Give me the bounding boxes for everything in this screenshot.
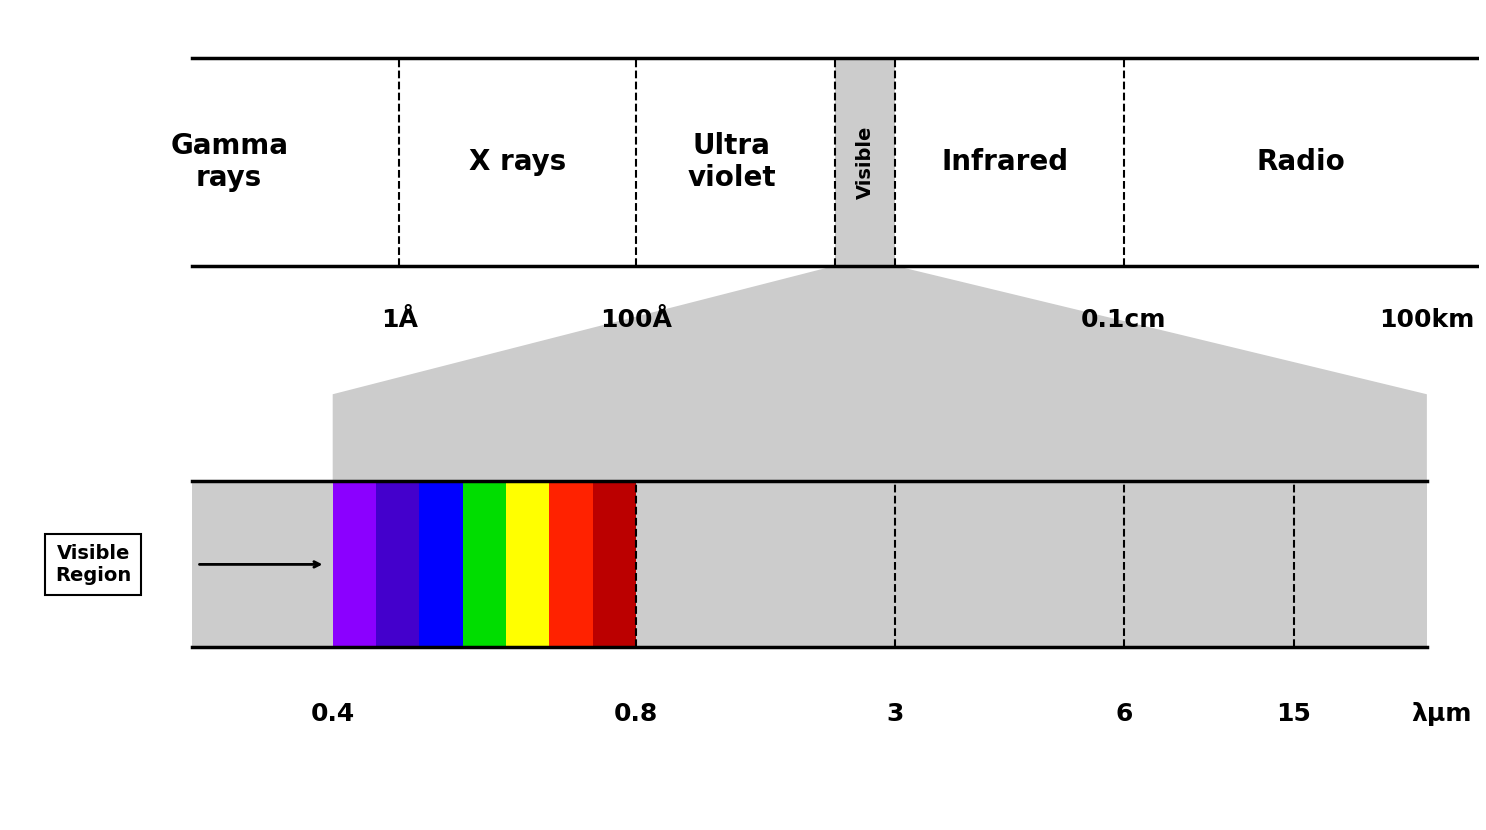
Text: Visible
Region: Visible Region — [55, 544, 131, 585]
Text: 1Å: 1Å — [380, 308, 418, 331]
Bar — [419, 481, 462, 647]
Text: 0.4: 0.4 — [311, 702, 355, 725]
Bar — [550, 481, 593, 647]
Bar — [333, 481, 376, 647]
Text: λμm: λμm — [1412, 702, 1473, 725]
Text: 100km: 100km — [1379, 308, 1474, 331]
Polygon shape — [333, 58, 1427, 481]
Text: 6: 6 — [1114, 702, 1132, 725]
Bar — [462, 481, 505, 647]
Bar — [376, 481, 419, 647]
Text: 15: 15 — [1276, 702, 1311, 725]
Bar — [192, 58, 1479, 266]
Text: 3: 3 — [886, 702, 903, 725]
Text: Ultra
violet: Ultra violet — [688, 132, 776, 192]
Bar — [192, 481, 1427, 647]
Text: Gamma
rays: Gamma rays — [171, 132, 288, 192]
Bar — [593, 481, 636, 647]
Bar — [505, 481, 550, 647]
Text: Visible: Visible — [856, 125, 874, 198]
Text: 0.1cm: 0.1cm — [1080, 308, 1167, 331]
Text: 100Å: 100Å — [600, 308, 672, 331]
Text: 0.8: 0.8 — [614, 702, 658, 725]
Text: X rays: X rays — [470, 148, 566, 176]
Text: Radio: Radio — [1257, 148, 1345, 176]
Bar — [835, 58, 895, 266]
Text: Infrared: Infrared — [942, 148, 1068, 176]
